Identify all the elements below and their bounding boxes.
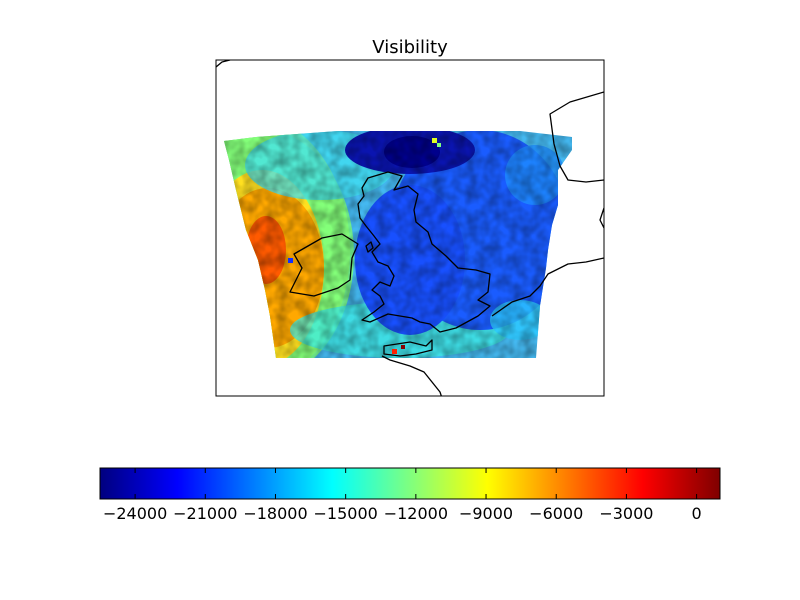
colorbar-tick-label: −12000 bbox=[384, 504, 448, 523]
colorbar-tick-label: −15000 bbox=[314, 504, 378, 523]
colorbar-tick-label: −3000 bbox=[599, 504, 653, 523]
map-frame bbox=[215, 59, 605, 397]
coastline-continent-south bbox=[381, 339, 443, 396]
colorbar-tick-label: −24000 bbox=[103, 504, 167, 523]
coastline-isle-of-man bbox=[365, 241, 374, 253]
colorbar-ticks: −24000 −21000 −18000 −15000 −12000 −9000 −6000… bbox=[103, 468, 702, 523]
coastline-norway bbox=[549, 91, 604, 183]
colorbar-tick-label: −21000 bbox=[173, 504, 237, 523]
pixel-cell bbox=[401, 345, 405, 349]
coastline-great-britain bbox=[357, 171, 491, 333]
field-noise bbox=[224, 131, 572, 358]
map-axes bbox=[215, 59, 605, 397]
pixel-cell bbox=[288, 258, 293, 263]
colorbar-tick-label: −6000 bbox=[529, 504, 583, 523]
plot-title: Visibility bbox=[372, 37, 448, 58]
pixel-cell bbox=[432, 138, 437, 143]
pixel-cell bbox=[392, 349, 397, 354]
colorbar-tick-label: −9000 bbox=[459, 504, 513, 523]
colorbar-tick-label: 0 bbox=[692, 504, 702, 523]
colorbar-fill bbox=[100, 468, 720, 499]
pixel-cell bbox=[437, 143, 441, 147]
coastline-continent-east bbox=[491, 257, 604, 317]
colorbar-tick-label: −18000 bbox=[243, 504, 307, 523]
coastlines bbox=[216, 60, 604, 396]
colorbar-frame bbox=[99, 467, 721, 500]
coastline-iceland-edge bbox=[216, 60, 231, 68]
colorbar: −24000 −21000 −18000 −15000 −12000 −9000 −6000… bbox=[99, 467, 721, 523]
coastline-ireland bbox=[289, 233, 359, 297]
coastline-denmark bbox=[599, 207, 604, 229]
